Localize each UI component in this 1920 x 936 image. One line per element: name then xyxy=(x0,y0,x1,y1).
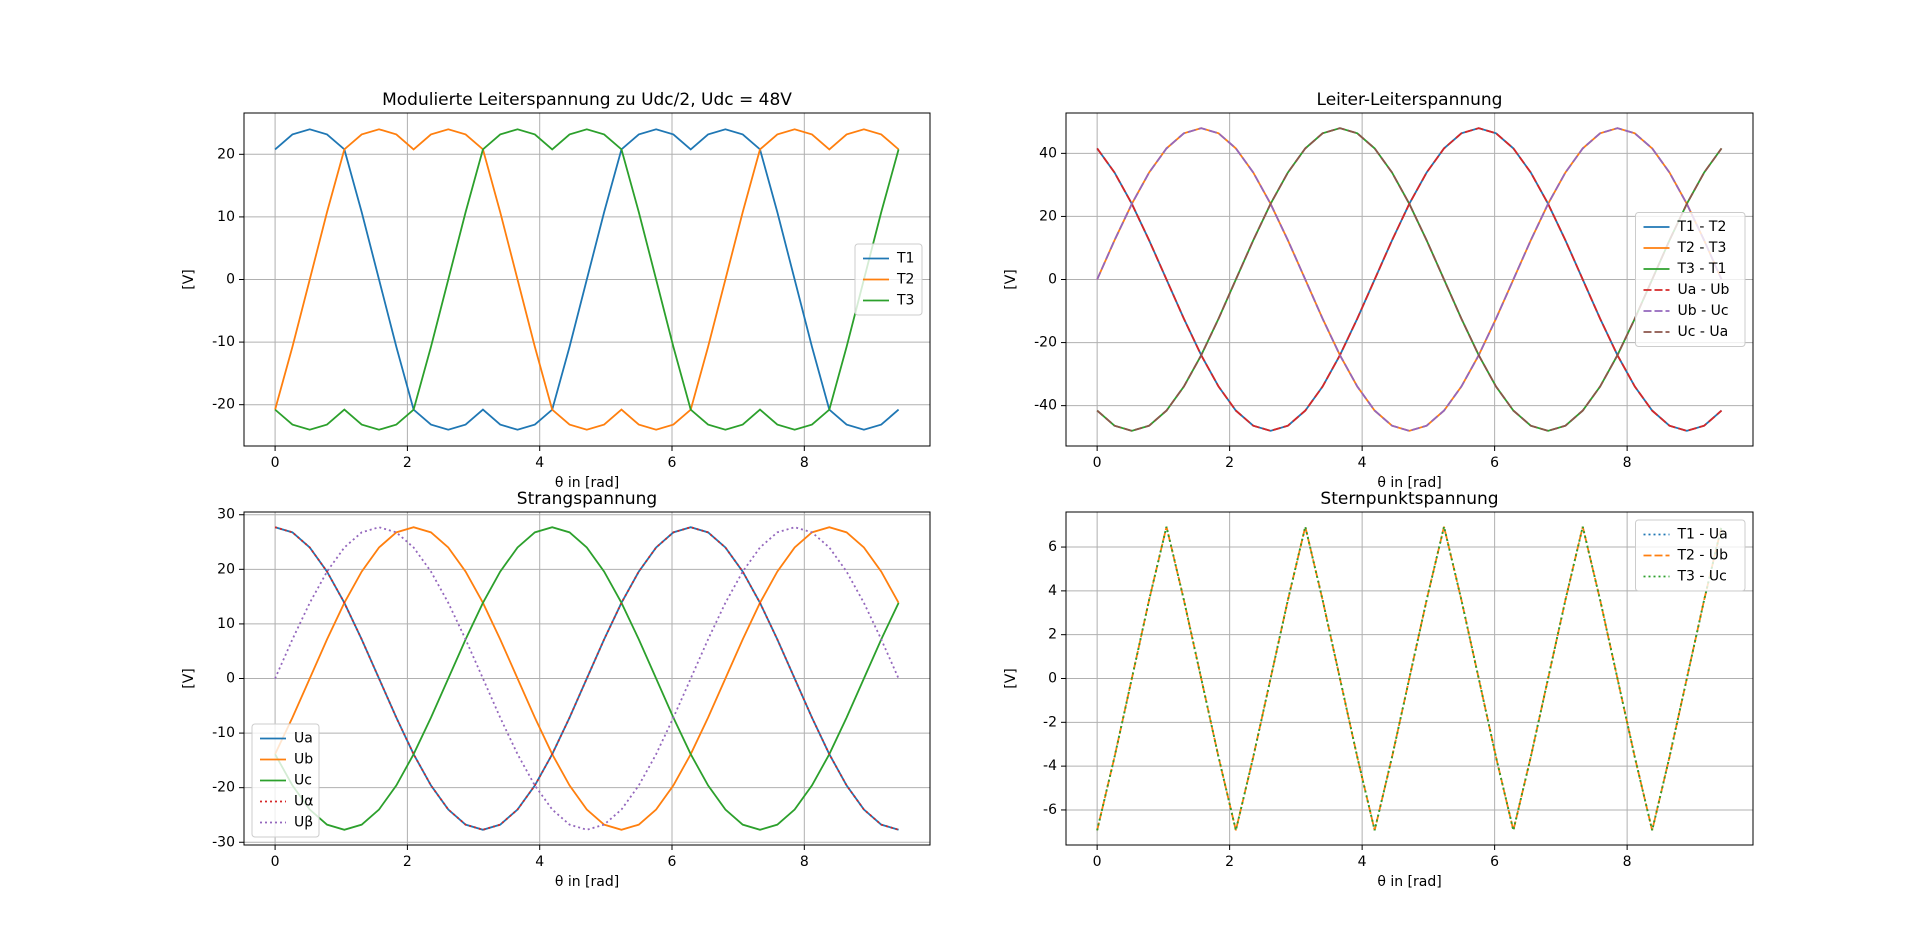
x-tick-label: 8 xyxy=(1623,455,1632,471)
y-tick-label: 10 xyxy=(217,209,235,225)
series-line xyxy=(274,128,900,431)
x-tick-label: 4 xyxy=(535,455,544,471)
y-tick-label: 2 xyxy=(1048,627,1057,643)
legend-box xyxy=(1635,519,1746,592)
x-tick-label: 6 xyxy=(668,854,677,870)
subplot: 0 2 4 6 8 -20 -10 0 10 20 Modulierte Leiterspannun… xyxy=(181,90,931,491)
y-tick-label: -4 xyxy=(1043,758,1057,774)
y-tick-label: -10 xyxy=(212,334,235,350)
chart-title: Strangspannung xyxy=(517,489,657,509)
y-tick-label: -20 xyxy=(212,780,235,796)
axes-frame xyxy=(1065,511,1754,846)
y-axis-label: [V] xyxy=(181,668,197,689)
legend-label: T1 - Ua xyxy=(1677,527,1728,543)
x-tick-label: 0 xyxy=(1093,455,1102,471)
subplot: 0 2 4 6 8 -40 -20 0 20 40 Leiter-Leiterspannung θ i… xyxy=(1003,90,1754,491)
legend-box xyxy=(1635,212,1746,347)
y-tick-label: 10 xyxy=(217,616,235,632)
axes-frame xyxy=(243,511,931,846)
legend-label: T3 - T1 xyxy=(1677,261,1727,277)
series-line xyxy=(1096,127,1723,432)
x-axis-label: θ in [rad] xyxy=(1377,874,1441,890)
subplot: 0 2 4 6 8 -30 -20 -10 0 10 20 30 Strangspannung θ in … xyxy=(181,489,931,890)
x-tick-label: 2 xyxy=(1225,854,1234,870)
x-tick-label: 4 xyxy=(1358,854,1367,870)
x-tick-label: 2 xyxy=(403,455,412,471)
chart-title: Leiter-Leiterspannung xyxy=(1317,90,1503,110)
y-tick-label: 0 xyxy=(226,671,235,687)
x-tick-label: 4 xyxy=(535,854,544,870)
series-line xyxy=(274,128,900,431)
series-line xyxy=(274,526,900,831)
legend: T1 - T2 T2 - T3 T3 - T1 Ua - Ub Ub - Uc Uc - … xyxy=(1635,212,1746,347)
x-tick-label: 4 xyxy=(1358,455,1367,471)
legend-label: T1 xyxy=(896,251,914,267)
legend-label: T2 - T3 xyxy=(1677,240,1727,256)
x-axis-label: θ in [rad] xyxy=(555,874,619,890)
x-tick-label: 2 xyxy=(403,854,412,870)
chart-title: Modulierte Leiterspannung zu Udc/2, Udc … xyxy=(382,90,792,110)
series-line xyxy=(1096,127,1723,432)
y-tick-label: 20 xyxy=(1039,208,1057,224)
legend-label: Uβ xyxy=(294,815,313,831)
x-tick-label: 2 xyxy=(1225,455,1234,471)
y-tick-label: 0 xyxy=(226,272,235,288)
legend-label: Uα xyxy=(294,794,313,810)
y-tick-label: -10 xyxy=(212,725,235,741)
legend-label: T3 xyxy=(896,293,914,309)
y-tick-label: 0 xyxy=(1048,272,1057,288)
y-tick-label: -20 xyxy=(1034,335,1057,351)
series-line xyxy=(274,526,899,831)
x-tick-label: 8 xyxy=(800,854,809,870)
y-tick-label: -20 xyxy=(212,397,235,413)
y-tick-label: 0 xyxy=(1048,671,1057,687)
y-tick-label: 4 xyxy=(1048,583,1057,599)
axes-frame xyxy=(243,112,931,447)
x-tick-label: 8 xyxy=(1623,854,1632,870)
y-axis-label: [V] xyxy=(181,269,197,290)
legend-label: T2 xyxy=(896,272,914,288)
legend-label: T1 - T2 xyxy=(1677,219,1727,235)
y-tick-label: 6 xyxy=(1048,539,1057,555)
series-line xyxy=(274,128,900,431)
x-tick-label: 6 xyxy=(1490,455,1499,471)
legend-label: Ub - Uc xyxy=(1678,303,1729,319)
legend-label: Uc - Ua xyxy=(1678,324,1729,340)
y-tick-label: 20 xyxy=(217,146,235,162)
x-tick-label: 6 xyxy=(1490,854,1499,870)
chart-title: Sternpunktspannung xyxy=(1320,489,1498,509)
legend-label: T2 - Ub xyxy=(1677,548,1729,564)
y-tick-label: 40 xyxy=(1039,145,1057,161)
y-tick-label: 30 xyxy=(217,507,235,523)
y-axis-label: [V] xyxy=(1003,269,1019,290)
y-tick-label: -40 xyxy=(1034,398,1057,414)
x-axis-label: θ in [rad] xyxy=(555,475,619,491)
x-tick-label: 0 xyxy=(1093,854,1102,870)
series-line xyxy=(1096,526,1723,831)
y-tick-label: 20 xyxy=(217,561,235,577)
legend-label: Uc xyxy=(294,773,312,789)
axes-frame xyxy=(1065,112,1754,447)
x-tick-label: 0 xyxy=(271,854,280,870)
legend: T1 - Ua T2 - Ub T3 - Uc xyxy=(1635,519,1746,592)
y-tick-label: -6 xyxy=(1043,802,1057,818)
legend: T1 T2 T3 xyxy=(854,243,923,316)
x-tick-label: 8 xyxy=(800,455,809,471)
legend: Ua Ub Uc Uα Uβ xyxy=(251,723,320,838)
legend-label: Ua - Ub xyxy=(1678,282,1730,298)
legend-label: Ua xyxy=(294,731,313,747)
y-axis-label: [V] xyxy=(1003,668,1019,689)
x-tick-label: 0 xyxy=(271,455,280,471)
subplot: 0 2 4 6 8 -6 -4 -2 0 2 4 6 Sternpunktspannung θ in [r… xyxy=(1003,489,1754,890)
legend-label: Ub xyxy=(294,752,313,768)
y-tick-label: -30 xyxy=(212,834,235,850)
series-line xyxy=(274,526,900,831)
x-axis-label: θ in [rad] xyxy=(1377,475,1441,491)
legend-label: T3 - Uc xyxy=(1677,569,1727,585)
x-tick-label: 6 xyxy=(668,455,677,471)
y-tick-label: -2 xyxy=(1043,714,1057,730)
